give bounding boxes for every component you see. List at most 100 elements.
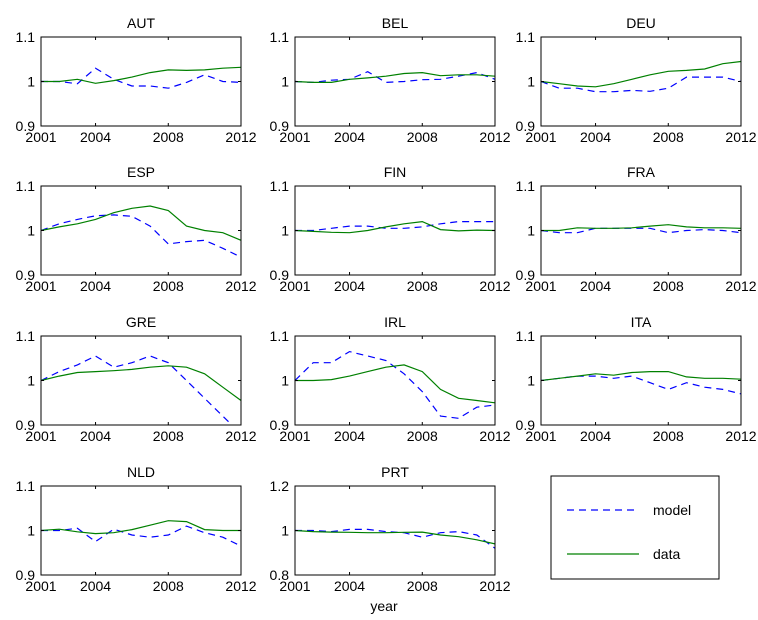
model-series-line (295, 350, 495, 419)
x-tick-label: 2008 (653, 129, 684, 145)
axes-box (40, 36, 242, 127)
y-tick-label: 1.1 (16, 328, 36, 344)
subplot-title: FIN (384, 164, 407, 180)
x-tick-label: 2008 (653, 428, 684, 444)
x-tick-label: 2012 (725, 428, 756, 444)
legend-label-model: model (653, 502, 691, 518)
x-tick-label: 2008 (153, 129, 184, 145)
x-tick-label: 2001 (25, 428, 56, 444)
subplot-title: GRE (126, 314, 156, 330)
legend-box (550, 475, 720, 580)
subplot-title: ESP (127, 164, 155, 180)
data-series-line (41, 520, 241, 535)
legend: model data (550, 475, 720, 580)
subplot-title: AUT (127, 15, 155, 31)
model-series-line (41, 355, 233, 425)
data-series-line (41, 365, 241, 401)
y-tick-label: 1.2 (270, 478, 290, 494)
x-tick-label: 2008 (153, 428, 184, 444)
y-tick-label: 0.9 (516, 118, 536, 134)
y-tick-label: 1.1 (516, 178, 536, 194)
model-series-line (295, 71, 495, 84)
y-tick-label: 0.9 (516, 267, 536, 283)
x-tick-label: 2004 (80, 428, 111, 444)
x-tick-label: 2008 (153, 578, 184, 594)
data-series-line (541, 371, 741, 382)
y-tick-label: 1 (27, 223, 35, 239)
y-tick-label: 1 (527, 373, 535, 389)
model-series-line (541, 375, 741, 395)
x-tick-label: 2004 (580, 129, 611, 145)
axes-box (40, 185, 242, 276)
x-tick-label: 2001 (25, 129, 56, 145)
subplot-title: BEL (382, 15, 409, 31)
y-tick-label: 1 (527, 74, 535, 90)
data-series-line (541, 60, 741, 88)
x-tick-label: 2012 (725, 129, 756, 145)
x-tick-label: 2001 (525, 129, 556, 145)
x-tick-label: 2012 (225, 129, 256, 145)
x-axis-label: year (370, 598, 398, 614)
x-tick-label: 2012 (725, 278, 756, 294)
subplot-title: IRL (384, 314, 406, 330)
x-tick-label: 2008 (407, 578, 438, 594)
legend-label-data: data (653, 546, 680, 562)
x-tick-label: 2001 (25, 278, 56, 294)
x-tick-label: 2001 (279, 278, 310, 294)
x-tick-label: 2001 (279, 428, 310, 444)
x-tick-label: 2012 (479, 428, 510, 444)
x-tick-label: 2008 (407, 278, 438, 294)
subplot-gre: GRE 2001 2004 2008 2012 0.9 1 1.1 (16, 314, 257, 444)
subplot-irl: IRL 2001 2004 2008 2012 0.9 1 1.1 (270, 314, 511, 444)
y-tick-label: 1 (281, 74, 289, 90)
y-tick-label: 1 (281, 523, 289, 539)
subplot-deu: DEU 2001 2004 2008 2012 0.9 1 1.1 (516, 15, 757, 145)
y-tick-label: 1.1 (270, 178, 290, 194)
axes-box (294, 485, 496, 576)
y-tick-label: 0.9 (16, 417, 36, 433)
subplot-nld: NLD 2001 2004 2008 2012 0.9 1 1.1 (16, 464, 257, 594)
subplot-aut: AUT 2001 2004 2008 2012 0.9 1 1.1 (16, 15, 257, 145)
y-tick-label: 1.1 (16, 478, 36, 494)
model-series-line (295, 221, 495, 232)
subplot-esp: ESP 2001 2004 2008 2012 0.9 1 1.1 (16, 164, 257, 294)
x-tick-label: 2004 (580, 428, 611, 444)
x-tick-label: 2008 (653, 278, 684, 294)
x-tick-label: 2001 (279, 129, 310, 145)
subplot-title: NLD (127, 464, 155, 480)
x-tick-label: 2008 (407, 129, 438, 145)
x-tick-label: 2004 (334, 129, 365, 145)
y-tick-label: 1 (27, 373, 35, 389)
y-tick-label: 1.1 (16, 178, 36, 194)
x-tick-label: 2012 (225, 428, 256, 444)
x-tick-label: 2001 (525, 428, 556, 444)
y-tick-label: 0.9 (270, 118, 290, 134)
y-tick-label: 1 (281, 223, 289, 239)
axes-box (540, 36, 742, 127)
model-series-line (41, 214, 241, 258)
y-tick-label: 1 (527, 223, 535, 239)
x-tick-label: 2001 (279, 578, 310, 594)
subplot-ita: ITA 2001 2004 2008 2012 0.9 1 1.1 (516, 314, 757, 444)
y-tick-label: 0.9 (16, 118, 36, 134)
x-tick-label: 2004 (334, 278, 365, 294)
x-tick-label: 2004 (80, 578, 111, 594)
x-tick-label: 2004 (80, 129, 111, 145)
subplot-title: FRA (627, 164, 656, 180)
y-tick-label: 1 (27, 74, 35, 90)
y-tick-label: 0.9 (16, 267, 36, 283)
x-tick-label: 2012 (479, 278, 510, 294)
y-tick-label: 1.1 (270, 29, 290, 45)
x-tick-label: 2008 (407, 428, 438, 444)
x-tick-label: 2012 (225, 578, 256, 594)
data-series-line (541, 224, 741, 232)
x-tick-label: 2012 (225, 278, 256, 294)
data-series-line (41, 205, 241, 241)
subplot-title: PRT (381, 464, 409, 480)
y-tick-label: 1.1 (270, 328, 290, 344)
x-tick-label: 2012 (479, 129, 510, 145)
x-tick-label: 2004 (334, 428, 365, 444)
y-tick-label: 1 (27, 523, 35, 539)
subplot-title: DEU (626, 15, 656, 31)
